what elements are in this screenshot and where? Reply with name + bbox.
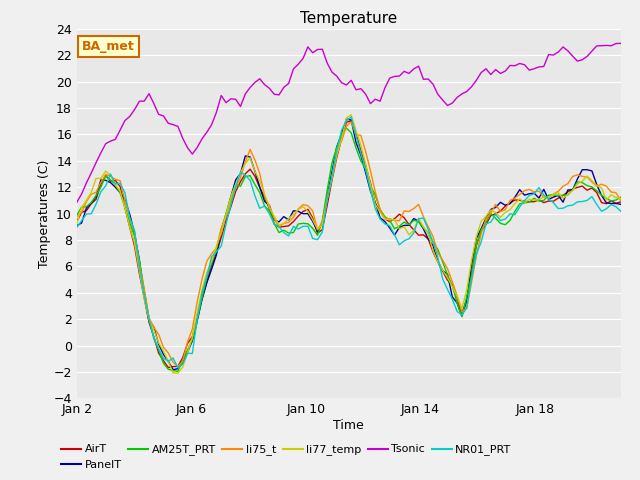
Y-axis label: Temperatures (C): Temperatures (C): [38, 159, 51, 268]
Legend: AirT, PanelT, AM25T_PRT, li75_t, li77_temp, Tsonic, NR01_PRT: AirT, PanelT, AM25T_PRT, li75_t, li77_te…: [57, 440, 516, 474]
Title: Temperature: Temperature: [300, 11, 397, 26]
X-axis label: Time: Time: [333, 419, 364, 432]
Text: BA_met: BA_met: [82, 40, 135, 53]
